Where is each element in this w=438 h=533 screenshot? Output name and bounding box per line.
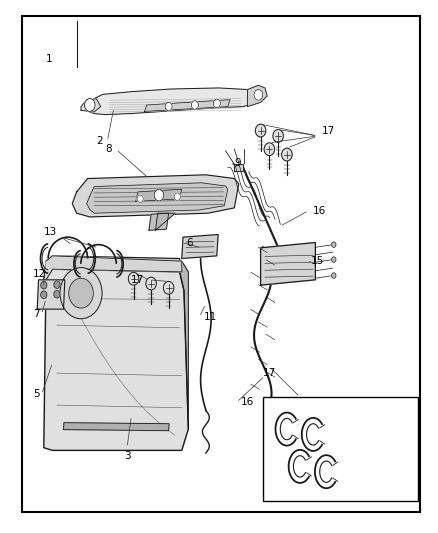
Circle shape — [165, 102, 172, 111]
Polygon shape — [81, 99, 101, 112]
Text: 15: 15 — [311, 256, 324, 266]
Polygon shape — [44, 269, 188, 450]
Text: 17: 17 — [263, 368, 276, 378]
Text: 5: 5 — [33, 390, 39, 399]
Text: 9: 9 — [234, 158, 241, 167]
Polygon shape — [155, 213, 175, 230]
Circle shape — [128, 272, 139, 285]
Polygon shape — [234, 164, 243, 171]
Circle shape — [137, 195, 143, 203]
Polygon shape — [64, 423, 169, 431]
Circle shape — [154, 189, 164, 201]
Polygon shape — [37, 280, 65, 309]
Circle shape — [54, 290, 60, 298]
Polygon shape — [136, 189, 182, 201]
Polygon shape — [149, 213, 169, 230]
Bar — [263, 397, 418, 501]
Text: 2: 2 — [96, 136, 103, 146]
Circle shape — [332, 273, 336, 278]
Text: 3: 3 — [124, 451, 131, 461]
Circle shape — [41, 281, 47, 289]
Polygon shape — [180, 261, 188, 429]
Circle shape — [54, 281, 60, 288]
Circle shape — [69, 278, 93, 308]
Circle shape — [213, 99, 220, 108]
Circle shape — [191, 101, 198, 109]
Text: 6: 6 — [186, 238, 193, 247]
Text: 1: 1 — [46, 54, 53, 63]
Circle shape — [254, 90, 263, 100]
Circle shape — [332, 242, 336, 247]
Polygon shape — [247, 85, 267, 107]
Text: 12: 12 — [33, 270, 46, 279]
Polygon shape — [81, 88, 263, 115]
Text: 13: 13 — [44, 227, 57, 237]
Circle shape — [60, 268, 102, 319]
Text: 16: 16 — [241, 398, 254, 407]
Text: 11: 11 — [204, 312, 217, 322]
Circle shape — [264, 143, 275, 156]
Polygon shape — [87, 183, 228, 213]
Circle shape — [332, 257, 336, 262]
Polygon shape — [46, 256, 182, 280]
Circle shape — [273, 130, 283, 142]
Polygon shape — [261, 243, 315, 285]
Polygon shape — [182, 235, 218, 259]
Circle shape — [174, 193, 180, 200]
Text: 8: 8 — [105, 144, 112, 154]
Text: 17: 17 — [322, 126, 335, 135]
Circle shape — [255, 124, 266, 137]
Polygon shape — [44, 256, 182, 280]
Circle shape — [146, 277, 156, 290]
Circle shape — [282, 148, 292, 161]
Text: 7: 7 — [33, 310, 39, 319]
Circle shape — [163, 281, 174, 294]
Circle shape — [41, 291, 47, 298]
Polygon shape — [145, 100, 230, 111]
Circle shape — [85, 99, 95, 111]
Polygon shape — [72, 175, 239, 217]
Text: 16: 16 — [313, 206, 326, 215]
Text: 17: 17 — [131, 275, 145, 285]
